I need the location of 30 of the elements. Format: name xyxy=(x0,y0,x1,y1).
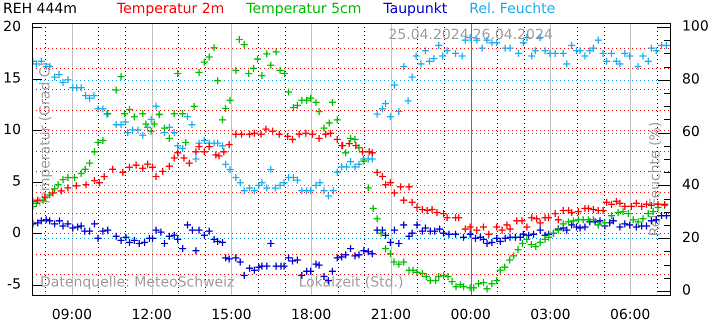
y2-tick-label: 0 xyxy=(682,282,691,299)
series-label: Temperatur 5cm xyxy=(246,1,362,17)
x-tick-label: 06:00 xyxy=(610,307,650,320)
annotation: 25.04.2024 xyxy=(388,27,469,44)
annotation: 26.04.2024 xyxy=(472,27,553,44)
chart-title: REH 444m xyxy=(3,1,77,17)
x-axis-title: Lokalzeit (Std.) xyxy=(298,274,404,291)
y-tick-label: 0 xyxy=(12,224,21,241)
y-tick-label: -5 xyxy=(7,276,21,292)
x-tick-label: 00:00 xyxy=(450,307,491,320)
annotation: Datenquelle: MeteoSchweiz xyxy=(40,274,234,291)
x-tick-label: 15:00 xyxy=(211,307,252,320)
text: Taupunkt xyxy=(383,1,448,17)
text: Temperatur 2m xyxy=(116,1,224,17)
y2-tick-label: 100 xyxy=(682,18,709,35)
series-label: Rel. Feuchte xyxy=(469,1,556,17)
y2-tick-label: 60 xyxy=(682,124,700,140)
y-tick-label: 15 xyxy=(3,70,21,86)
y-tick-label: 20 xyxy=(3,18,21,35)
y-axis-title: Temperatur (Grad C) xyxy=(38,62,54,208)
y-tick-label: 10 xyxy=(3,122,21,138)
x-tick-label: 21:00 xyxy=(370,307,412,320)
y-tick-label: 5 xyxy=(12,173,21,190)
x-tick-label: 09:00 xyxy=(52,307,92,320)
x-tick-label: 03:00 xyxy=(530,307,571,320)
y2-tick-label: 80 xyxy=(682,71,700,88)
y2-tick-label: 20 xyxy=(682,230,700,246)
x-tick-label: 12:00 xyxy=(131,307,172,320)
y2-tick-label: 40 xyxy=(682,177,700,194)
x-tick-label: 18:00 xyxy=(290,307,332,320)
